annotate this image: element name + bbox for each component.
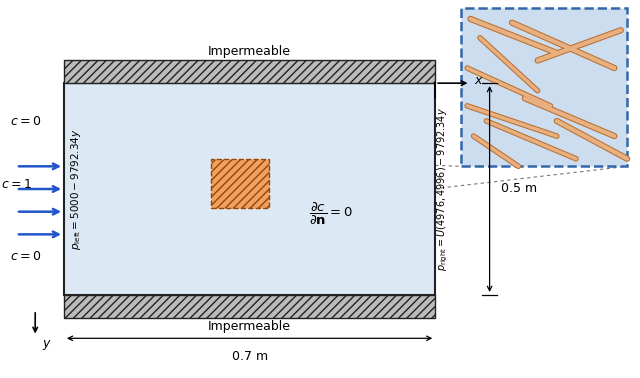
Bar	[211, 159, 269, 208]
Text: Impermeable: Impermeable	[208, 321, 291, 333]
Text: $c = 0$: $c = 0$	[10, 115, 41, 128]
Text: $p_{\mathrm{right}} = U(4976, 4996) - 9792.34y$: $p_{\mathrm{right}} = U(4976, 4996) - 97…	[436, 107, 450, 271]
Text: $x$: $x$	[474, 74, 483, 87]
Bar	[64, 295, 435, 318]
Text: $y$: $y$	[42, 338, 51, 352]
Text: $c = 0$: $c = 0$	[10, 250, 41, 263]
Text: 0.7 m: 0.7 m	[232, 350, 268, 363]
Bar	[461, 8, 627, 166]
Text: $p_{\mathrm{left}} = 5000 - 9792.34y$: $p_{\mathrm{left}} = 5000 - 9792.34y$	[68, 128, 83, 250]
Bar	[64, 60, 435, 83]
Text: $\dfrac{\partial c}{\partial \mathbf{n}} = 0$: $\dfrac{\partial c}{\partial \mathbf{n}}…	[309, 201, 353, 228]
Bar	[64, 83, 435, 295]
Text: Impermeable: Impermeable	[208, 45, 291, 57]
Text: $c = 1$: $c = 1$	[1, 178, 31, 191]
Text: 0.5 m: 0.5 m	[501, 183, 537, 195]
